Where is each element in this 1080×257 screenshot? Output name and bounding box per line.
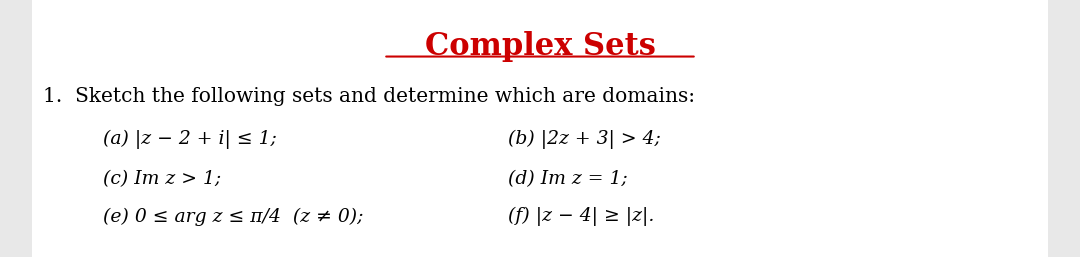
Text: 1.  Sketch the following sets and determine which are domains:: 1. Sketch the following sets and determi… [43,87,696,106]
Text: (a) |z − 2 + i| ≤ 1;: (a) |z − 2 + i| ≤ 1; [103,130,276,149]
FancyBboxPatch shape [32,0,1048,257]
Text: (c) Im z > 1;: (c) Im z > 1; [103,170,220,188]
Text: (e) 0 ≤ arg z ≤ π/4  (z ≠ 0);: (e) 0 ≤ arg z ≤ π/4 (z ≠ 0); [103,208,363,226]
Text: Complex Sets: Complex Sets [424,31,656,62]
Text: (b) |2z + 3| > 4;: (b) |2z + 3| > 4; [508,130,661,149]
Text: (f) |z − 4| ≥ |z|.: (f) |z − 4| ≥ |z|. [508,207,654,226]
Text: (d) Im z = 1;: (d) Im z = 1; [508,170,627,188]
